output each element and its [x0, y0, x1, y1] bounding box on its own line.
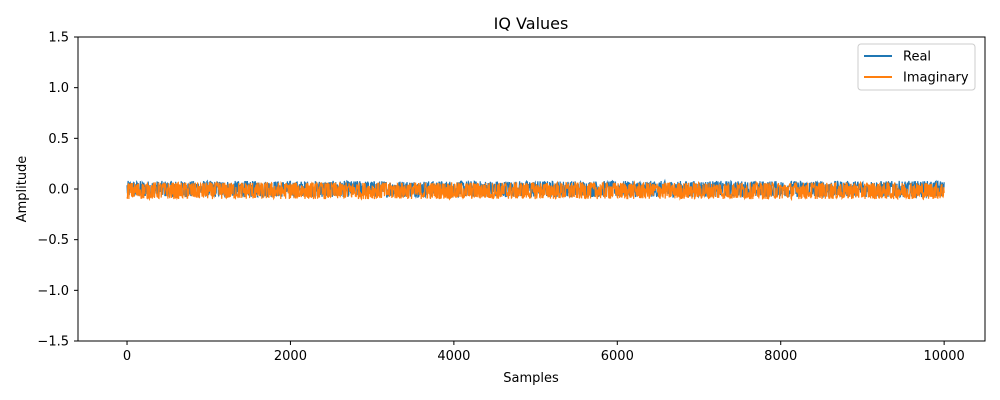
y-tick-label: 1.5: [48, 31, 69, 46]
y-tick-label: −1.0: [37, 284, 69, 299]
chart-title: IQ Values: [494, 14, 569, 33]
y-tick-label: 1.0: [48, 81, 69, 96]
x-tick-label: 0: [123, 349, 131, 364]
x-tick-label: 2000: [274, 349, 307, 364]
plot-area: [126, 178, 945, 202]
x-tick-label: 6000: [601, 349, 634, 364]
x-axis-ticks: 0 2000 4000 6000 8000 10000: [123, 341, 965, 364]
y-tick-label: 0.0: [48, 183, 69, 198]
y-tick-label: −0.5: [37, 233, 69, 248]
y-axis-ticks: −1.5 −1.0 −0.5 0.0 0.5 1.0 1.5: [37, 31, 78, 350]
x-tick-label: 4000: [437, 349, 470, 364]
x-tick-label: 10000: [923, 349, 964, 364]
legend-label-imaginary: Imaginary: [903, 71, 969, 86]
y-axis-label: Amplitude: [15, 156, 30, 223]
x-axis-label: Samples: [503, 371, 559, 386]
x-tick-label: 8000: [764, 349, 797, 364]
legend: Real Imaginary: [857, 43, 976, 91]
legend-label-real: Real: [903, 50, 931, 65]
series-line-imaginary: [126, 180, 945, 202]
y-tick-label: 0.5: [48, 132, 69, 147]
y-tick-label: −1.5: [37, 335, 69, 350]
